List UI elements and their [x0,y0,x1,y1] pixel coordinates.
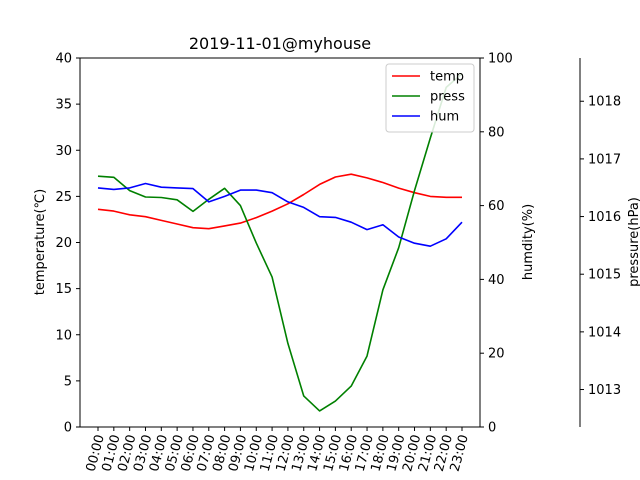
left-tick-label: 20 [55,236,72,251]
series-line-hum [97,182,463,247]
pressure-tick-label: 1015 [588,268,621,283]
pressure-axis-label: pressure(hPa) [627,197,640,287]
left-tick-label: 40 [55,52,72,67]
pressure-tick-label: 1016 [588,210,621,225]
x-axis: 00:0001:0002:0003:0004:0005:0006:0007:00… [84,427,472,473]
series-line-temp [97,173,462,230]
humidity-tick-label: 100 [488,52,513,67]
left-axis-label: temperature(℃) [33,189,48,295]
legend-box [385,63,475,133]
legend-label-hum: hum [430,110,459,125]
humidity-tick-label: 60 [488,199,505,214]
left-tick-label: 0 [64,421,72,436]
legend-label-temp: temp [430,70,464,85]
pressure-tick-label: 1013 [588,383,621,398]
left-tick-label: 10 [55,328,72,343]
left-tick-label: 35 [55,98,72,113]
pressure-tick-label: 1018 [588,95,621,110]
pressure-axis: 1013 1014 1015 1016 1017 1018 [579,58,621,427]
series-layer [97,72,463,412]
left-tick-label: 25 [55,190,72,205]
humidity-tick-label: 20 [488,347,505,362]
pressure-tick-label: 1014 [588,325,621,340]
legend: temp press hum [385,63,475,133]
humidity-tick-label: 0 [488,421,496,436]
legend-label-press: press [430,90,465,105]
humidity-tick-label: 40 [488,273,505,288]
humidity-tick-label: 80 [488,125,505,140]
humidity-axis: 0 20 40 60 80 100 [480,52,513,436]
left-axis: 0 5 10 15 20 25 30 35 40 [55,52,80,436]
pressure-tick-label: 1017 [588,152,621,167]
left-tick-label: 30 [55,144,72,159]
humidity-axis-label: humdity(%) [521,204,536,280]
left-tick-label: 15 [55,282,72,297]
chart-title: 2019-11-01@myhouse [189,34,371,53]
left-tick-label: 5 [64,374,72,389]
